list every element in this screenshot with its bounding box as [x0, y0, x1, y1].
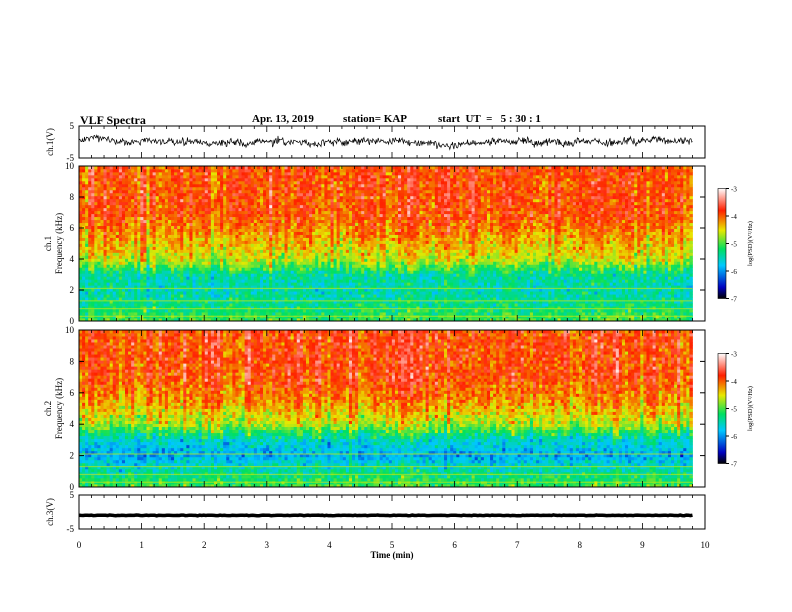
colorbar-tick-label: -6 [731, 268, 737, 276]
x-tick-label: 3 [265, 540, 270, 550]
ch2-colorbar-label: log(PSD)(V²/Hz) [747, 386, 754, 431]
ch3-y-axis-label: ch.3(V) [45, 498, 55, 526]
ch3-waveform-trace [79, 515, 693, 516]
colorbar-tick-label: -5 [731, 241, 737, 249]
ch2-colorbar [718, 354, 726, 464]
x-axis-label: Time (min) [370, 550, 413, 560]
ch1-y-axis-label: ch.1Frequency (kHz) [43, 213, 64, 274]
y-tick-label: -5 [67, 524, 75, 534]
y-tick-label: 4 [70, 254, 75, 264]
colorbar-tick-label: -5 [731, 406, 737, 414]
x-tick-label: 2 [202, 540, 207, 550]
y-tick-label: 4 [70, 419, 75, 429]
x-tick-label: 8 [578, 540, 583, 550]
y-tick-label: 8 [70, 356, 75, 366]
colorbar-tick-label: -3 [731, 351, 737, 359]
y-tick-label: 10 [65, 325, 75, 335]
x-tick-label: 5 [390, 540, 395, 550]
x-tick-label: 10 [701, 540, 711, 550]
x-tick-label: 1 [139, 540, 144, 550]
colorbar-tick-label: -4 [731, 213, 737, 221]
y-tick-label: 6 [70, 388, 75, 398]
vlf-spectra-figure: 0 2 4 6 8 10 ch.1Frequency (kHz) -3 -4 -5 -6 -7 log(… [0, 0, 792, 612]
colorbar-tick-label: -3 [731, 186, 737, 194]
colorbar-tick-label: -6 [731, 433, 737, 441]
ch1-y-axis-label: ch.1(V) [45, 128, 55, 156]
x-tick-label: 9 [640, 540, 645, 550]
ch1-waveform-trace [79, 135, 693, 149]
x-tick-label: 7 [515, 540, 520, 550]
colorbar-tick-label: -7 [731, 461, 737, 469]
y-tick-label: -5 [67, 153, 75, 163]
ch2-y-axis-label: ch.2Frequency (kHz) [43, 378, 64, 439]
x-tick-label: 6 [452, 540, 457, 550]
ch1-colorbar [718, 189, 726, 299]
y-tick-label: 5 [70, 490, 75, 500]
spectrogram-ch1 [79, 166, 693, 321]
y-tick-label: 2 [70, 285, 75, 295]
colorbar-tick-label: -4 [731, 378, 737, 386]
colorbar-tick-label: -7 [731, 296, 737, 304]
x-tick-label: 0 [77, 540, 82, 550]
y-tick-label: 2 [70, 451, 75, 461]
x-tick-label: 4 [327, 540, 332, 550]
spectrogram-ch2 [79, 330, 693, 487]
ch1-colorbar-label: log(PSD)(V²/Hz) [747, 221, 754, 266]
y-tick-label: 5 [70, 121, 75, 131]
y-tick-label: 6 [70, 223, 75, 233]
y-tick-label: 8 [70, 192, 75, 202]
